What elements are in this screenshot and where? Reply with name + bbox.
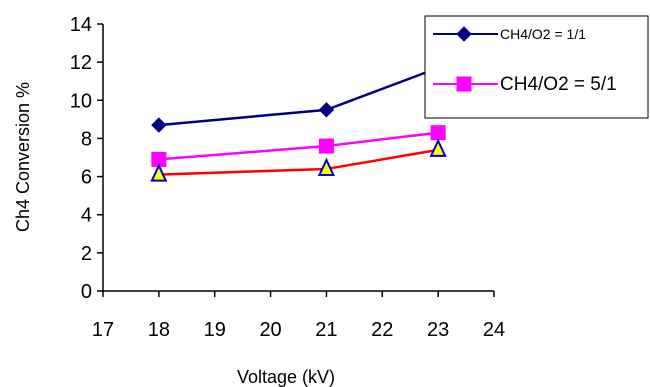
y-tick-label: 12 — [70, 52, 92, 74]
data-point-square — [430, 125, 446, 141]
y-axis-ticks: 0 2 4 6 8 10 12 14 — [70, 14, 103, 303]
data-point-diamond — [151, 117, 167, 133]
x-tick-label: 24 — [483, 319, 505, 341]
y-tick-label: 10 — [70, 90, 92, 112]
data-point-triangle — [429, 138, 447, 157]
x-tick-label: 21 — [315, 319, 337, 341]
data-point-square — [318, 138, 334, 154]
legend-label-1: CH4/O2 = 1/1 — [500, 26, 586, 42]
x-axis-ticks: 17 18 19 20 21 22 23 24 — [92, 291, 505, 341]
y-axis-title: Ch4 Conversion % — [13, 82, 33, 232]
series-line-1 — [158, 66, 439, 127]
x-tick-label: 23 — [427, 319, 449, 341]
data-point-triangle — [150, 163, 168, 182]
legend-marker-square — [456, 76, 472, 92]
series-line-3 — [158, 148, 439, 176]
y-tick-label: 6 — [81, 167, 92, 189]
series-line-2 — [158, 131, 439, 161]
plot-area — [102, 24, 494, 292]
legend-marker-diamond — [456, 26, 472, 42]
data-point-diamond — [318, 102, 335, 118]
series-layer — [150, 60, 447, 182]
x-axis-title: Voltage (kV) — [237, 367, 335, 387]
y-tick-label: 14 — [70, 14, 92, 36]
x-tick-label: 17 — [92, 319, 114, 341]
legend-label-2: CH4/O2 = 5/1 — [500, 74, 617, 95]
legend: CH4/O2 = 1/1 CH4/O2 = 5/1 — [424, 15, 649, 119]
x-tick-label: 20 — [259, 319, 281, 341]
y-tick-label: 0 — [81, 281, 92, 303]
x-tick-label: 18 — [148, 319, 170, 341]
y-tick-label: 2 — [81, 243, 92, 265]
data-point-triangle — [317, 157, 335, 176]
x-tick-label: 22 — [371, 319, 393, 341]
x-tick-label: 19 — [204, 319, 226, 341]
y-tick-label: 4 — [81, 205, 92, 227]
y-tick-label: 8 — [81, 128, 92, 150]
